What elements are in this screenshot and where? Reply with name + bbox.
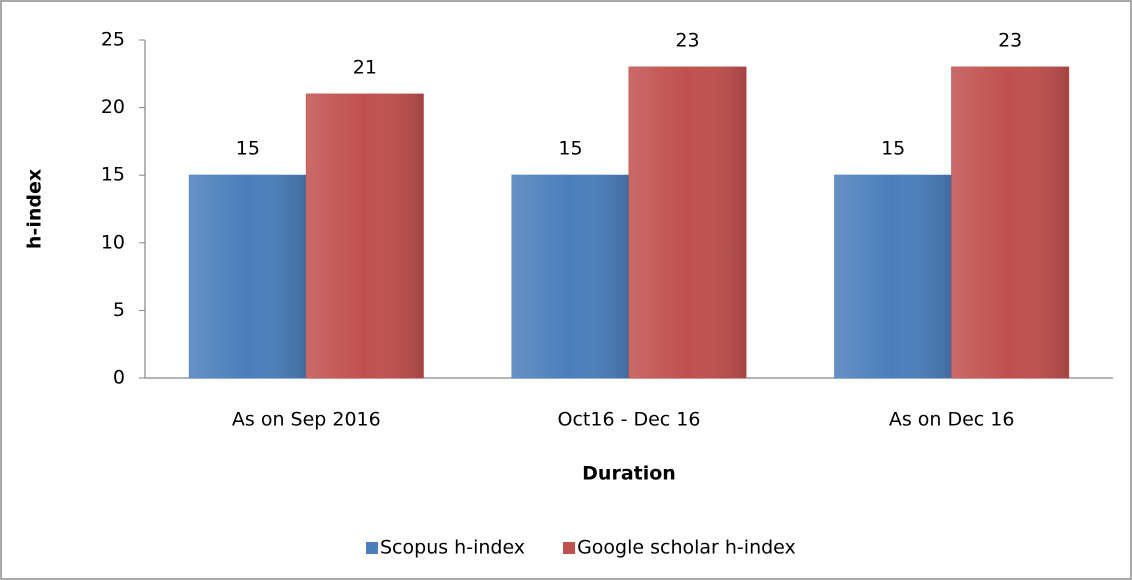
bar (951, 66, 1070, 379)
x-tick-label: As on Sep 2016 (232, 409, 381, 431)
legend-swatch (563, 542, 576, 554)
x-tick-label: Oct16 - Dec 16 (558, 409, 701, 431)
y-tick-label: 10 (101, 231, 125, 253)
y-axis-title: h-index (24, 169, 46, 249)
y-tick-label: 0 (113, 367, 125, 389)
bar (511, 174, 630, 379)
legend-swatch (366, 542, 378, 554)
data-label: 15 (881, 138, 905, 160)
legend-label: Google scholar h-index (577, 537, 796, 559)
y-tick-label: 25 (101, 29, 125, 51)
data-label: 23 (998, 30, 1022, 52)
bar (628, 66, 747, 379)
data-label: 15 (236, 138, 260, 160)
x-axis-title: Duration (582, 463, 676, 485)
data-label: 21 (353, 57, 377, 79)
y-tick-label: 15 (101, 164, 125, 186)
data-label: 15 (558, 138, 582, 160)
data-label: 23 (675, 30, 699, 52)
legend-label: Scopus h-index (380, 537, 525, 559)
x-tick-label: As on Dec 16 (889, 409, 1015, 431)
bar (188, 174, 307, 379)
y-tick-label: 5 (113, 299, 125, 321)
y-tick-label: 20 (101, 96, 125, 118)
bar (834, 174, 953, 379)
bar (305, 93, 424, 379)
